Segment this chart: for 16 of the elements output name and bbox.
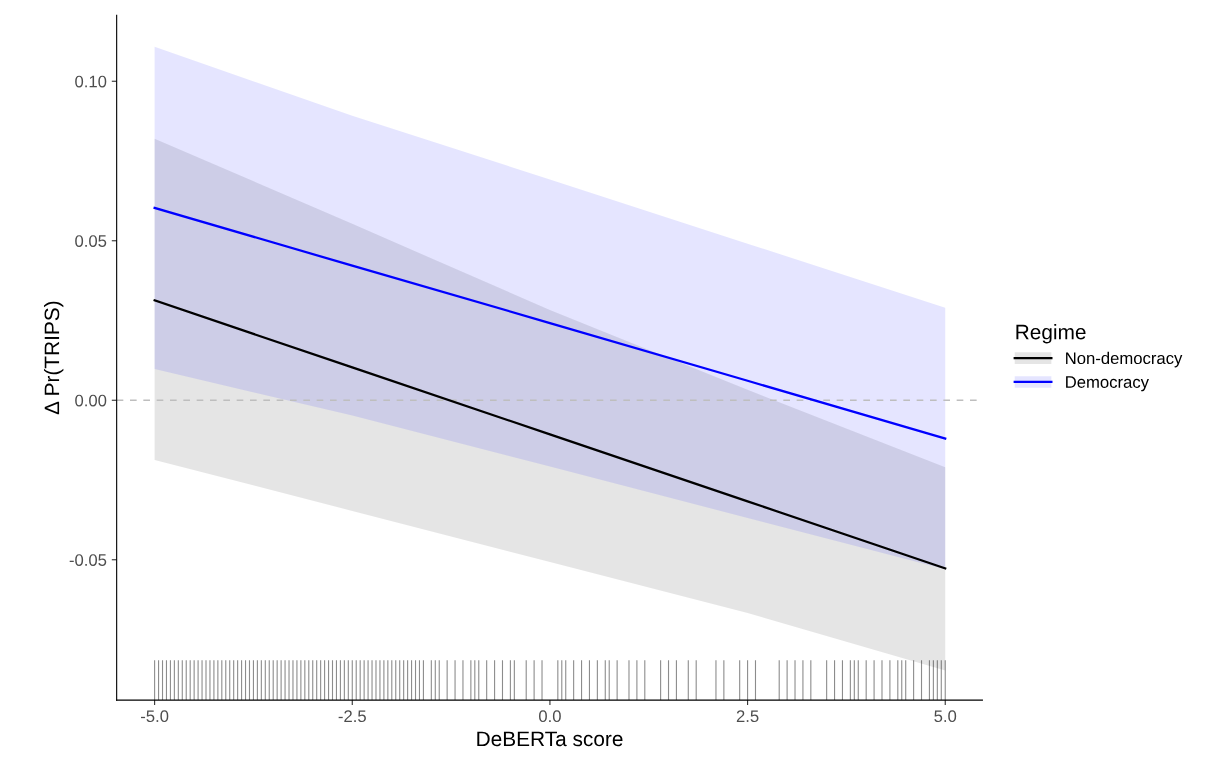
- line-series: [153, 299, 947, 570]
- y-tick-label: 0.00: [75, 394, 107, 407]
- legend-label: Democracy: [1066, 376, 1149, 392]
- x-tick-label: 5.0: [934, 710, 957, 723]
- y-axis-title: Δ Pr(TRIPS): [43, 301, 64, 415]
- legend-title: Regime: [1016, 324, 1086, 344]
- y-tick-label: 0.10: [75, 75, 107, 88]
- x-axis-title: DeBERTa score: [477, 731, 623, 747]
- x-tick-label: 2.5: [736, 710, 759, 723]
- x-tick-label: -5.0: [140, 710, 169, 723]
- legend-label: Non-democracy: [1066, 351, 1183, 368]
- y-tick-label: 0.05: [75, 235, 107, 247]
- y-tick-label: -0.05: [69, 554, 107, 566]
- x-tick-label: 0.0: [538, 710, 561, 723]
- line-series: [153, 206, 947, 440]
- x-tick-label: -2.5: [338, 710, 366, 723]
